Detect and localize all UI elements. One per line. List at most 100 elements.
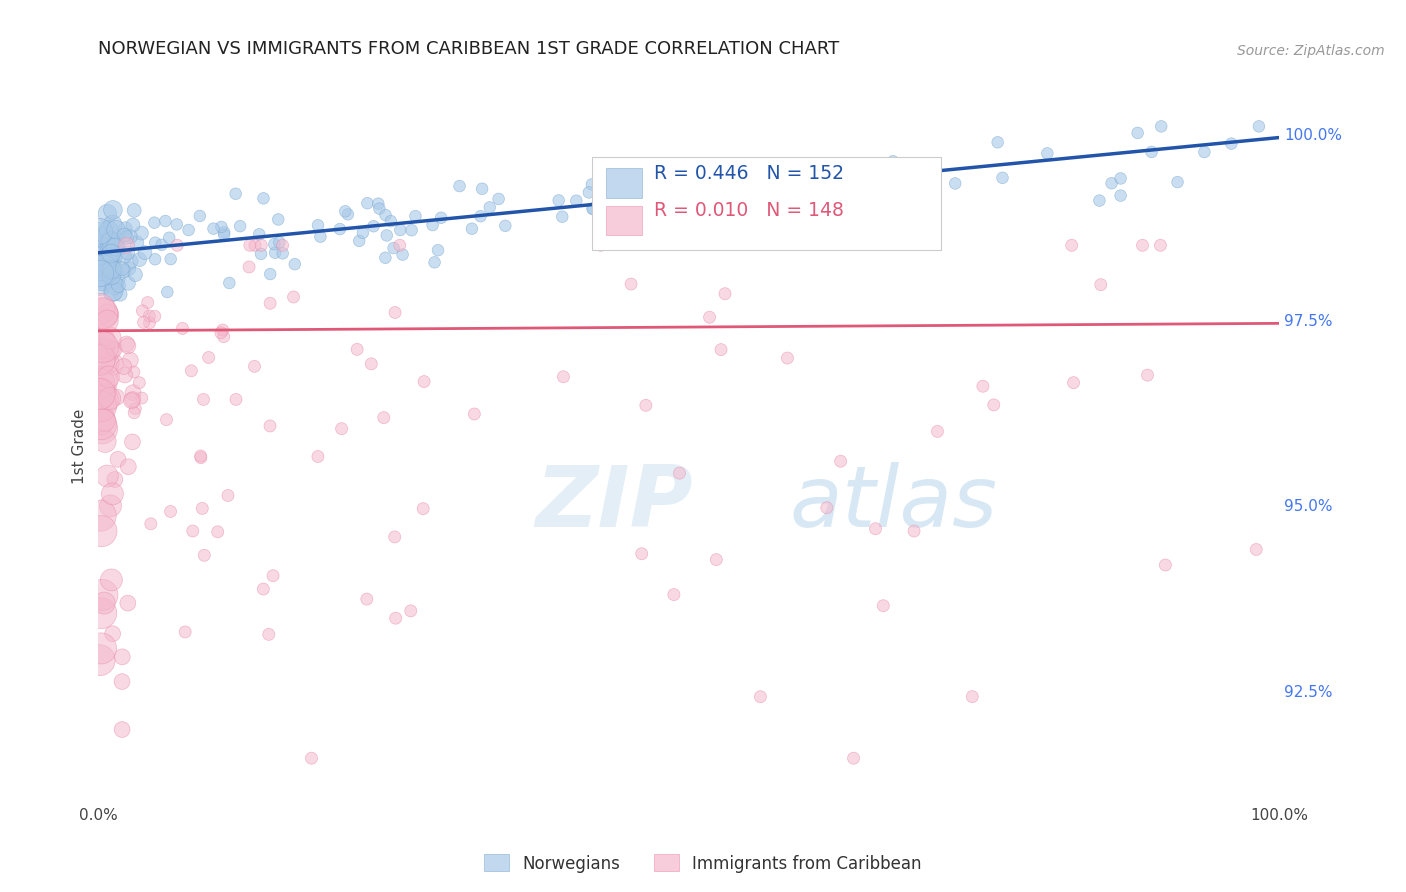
Point — [143, 216, 166, 230]
Point — [876, 157, 898, 171]
Point — [264, 245, 287, 260]
Point — [449, 179, 471, 194]
Point — [1090, 277, 1112, 292]
Point — [111, 674, 134, 689]
Point — [89, 228, 111, 243]
Point — [749, 690, 772, 704]
Point — [111, 723, 134, 737]
Point — [122, 406, 145, 420]
Point — [824, 178, 846, 192]
Point — [100, 234, 122, 248]
Point — [93, 252, 115, 266]
Point — [983, 398, 1005, 412]
Point — [488, 192, 510, 206]
Point — [124, 268, 146, 282]
Point — [117, 339, 139, 353]
Point — [238, 260, 260, 274]
Point — [927, 425, 949, 439]
Point — [423, 255, 446, 269]
Point — [1109, 171, 1132, 186]
Point — [347, 234, 370, 248]
Point — [427, 244, 450, 258]
Point — [89, 260, 111, 274]
Point — [93, 596, 115, 610]
Point — [1136, 368, 1159, 383]
Point — [461, 221, 484, 235]
Point — [96, 314, 118, 328]
Point — [90, 417, 112, 432]
Point — [1149, 238, 1171, 252]
Legend: Norwegians, Immigrants from Caribbean: Norwegians, Immigrants from Caribbean — [478, 847, 928, 880]
Point — [166, 218, 188, 232]
Point — [380, 214, 402, 228]
Point — [131, 226, 153, 240]
Point — [547, 194, 569, 208]
Point — [103, 343, 125, 357]
Point — [112, 359, 135, 374]
FancyBboxPatch shape — [606, 205, 641, 235]
Point — [155, 412, 177, 426]
Point — [589, 238, 612, 252]
Point — [412, 501, 434, 516]
Point — [1088, 194, 1111, 208]
Point — [136, 295, 159, 310]
Point — [382, 241, 405, 255]
Point — [620, 277, 643, 291]
Point — [1036, 146, 1059, 161]
Point — [309, 229, 332, 244]
Point — [122, 218, 145, 232]
Point — [239, 238, 262, 252]
Point — [211, 323, 233, 337]
Point — [93, 269, 115, 284]
Point — [97, 370, 120, 384]
Point — [252, 191, 274, 205]
Point — [91, 421, 114, 435]
Point — [98, 343, 121, 358]
Point — [987, 136, 1010, 150]
Point — [91, 588, 114, 602]
Point — [143, 252, 166, 267]
Point — [252, 582, 274, 596]
Point — [89, 336, 111, 351]
Point — [94, 234, 117, 248]
Point — [1167, 175, 1189, 189]
Point — [121, 392, 143, 407]
Point — [131, 304, 153, 318]
Point — [90, 508, 112, 523]
Point — [193, 548, 215, 562]
Point — [1063, 376, 1085, 390]
Point — [494, 219, 516, 233]
Point — [117, 246, 139, 260]
Point — [118, 261, 141, 276]
Point — [104, 272, 127, 286]
Point — [1247, 120, 1270, 134]
Point — [105, 241, 128, 255]
Point — [117, 596, 139, 610]
Point — [263, 237, 285, 252]
Text: R = 0.010   N = 148: R = 0.010 N = 148 — [654, 201, 844, 220]
Point — [1154, 558, 1177, 572]
Point — [352, 226, 374, 240]
Point — [159, 504, 181, 518]
Point — [903, 524, 925, 538]
Point — [94, 228, 117, 243]
Point — [89, 352, 111, 367]
Point — [89, 376, 111, 391]
Point — [218, 276, 240, 290]
Point — [100, 246, 122, 260]
Point — [111, 261, 134, 276]
FancyBboxPatch shape — [606, 169, 641, 198]
Point — [259, 296, 281, 310]
Point — [668, 204, 690, 219]
Point — [842, 751, 865, 765]
Point — [889, 173, 911, 187]
Point — [156, 285, 179, 299]
Point — [896, 169, 918, 184]
Point — [104, 240, 127, 254]
Point — [943, 177, 966, 191]
Point — [138, 309, 160, 323]
Point — [284, 257, 307, 271]
Point — [103, 285, 125, 299]
Point — [112, 228, 135, 243]
Point — [336, 207, 359, 221]
